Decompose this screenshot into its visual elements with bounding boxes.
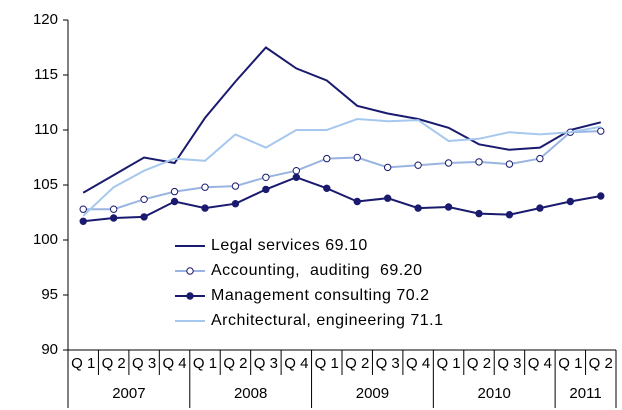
series-marker: [505, 211, 514, 219]
series-line: [82, 46, 602, 194]
x-tick-label: Q 2: [467, 355, 491, 372]
series-marker: [536, 204, 544, 212]
series-marker: [475, 209, 483, 218]
legend-marker: [186, 267, 194, 275]
x-tick-label: Q 1: [558, 355, 582, 372]
legend-marker: [186, 292, 194, 300]
x-tick-label: Q 2: [102, 355, 126, 372]
y-tick-label: 100: [33, 231, 58, 248]
series-marker: [262, 185, 270, 194]
x-tick-label: Q 4: [284, 355, 308, 372]
series-marker: [444, 203, 453, 211]
series-marker: [597, 192, 605, 200]
series-line: [83, 130, 601, 211]
x-tick-label: Q 1: [71, 355, 95, 372]
series-marker: [323, 154, 331, 163]
y-tick-label: 95: [41, 286, 58, 303]
series-marker: [475, 158, 483, 166]
series-marker: [353, 153, 361, 162]
x-tick-label: Q 3: [376, 355, 400, 372]
y-tick-label: 110: [34, 121, 58, 138]
x-tick-label: Q 2: [589, 355, 613, 372]
series-marker: [536, 154, 544, 163]
series-marker: [109, 205, 118, 213]
series-marker: [262, 173, 270, 182]
series-marker: [140, 195, 148, 204]
legend-label: Architectural, engineering 71.1: [211, 312, 444, 329]
series-marker: [140, 213, 148, 221]
x-tick-label: Q 2: [345, 355, 369, 372]
x-tick-label: Q 4: [406, 355, 430, 372]
legend-box: [170, 232, 610, 334]
series-marker: [323, 184, 331, 193]
series-marker: [201, 204, 209, 212]
series-marker: [231, 182, 240, 190]
year-label: 2007: [112, 385, 145, 402]
x-tick-label: Q 3: [497, 355, 521, 372]
legend-label: Accounting, auditing 69.20: [211, 262, 422, 279]
series-marker: [79, 217, 87, 226]
year-label: 2011: [569, 385, 601, 402]
series-marker: [566, 197, 575, 206]
series-marker: [597, 127, 605, 135]
legend-label: Management consulting 70.2: [211, 287, 429, 304]
x-tick-label: Q 3: [132, 355, 156, 372]
series-marker: [201, 183, 209, 191]
year-label: 2010: [478, 385, 511, 402]
series-line: [83, 176, 601, 223]
series-marker: [292, 173, 301, 182]
x-tick-label: Q 2: [223, 355, 247, 372]
y-tick-label: 115: [34, 66, 58, 83]
x-tick-label: Q 3: [254, 355, 278, 372]
x-tick-label: Q 1: [193, 355, 217, 372]
y-tick-label: 90: [41, 341, 58, 358]
series-marker: [383, 163, 392, 172]
x-tick-label: Q 1: [436, 355, 460, 372]
series-marker: [353, 197, 361, 206]
year-label: 2009: [356, 385, 389, 402]
series-marker: [414, 161, 422, 169]
series-marker: [505, 160, 514, 168]
series-marker: [231, 200, 240, 208]
series-marker: [79, 205, 87, 213]
y-tick-label: 120: [33, 11, 58, 28]
year-label: 2008: [234, 385, 267, 402]
series-marker: [292, 167, 301, 175]
series-line: [82, 117, 601, 217]
series-marker: [109, 214, 118, 222]
x-tick-label: Q 4: [162, 355, 186, 372]
series-marker: [383, 194, 392, 202]
x-tick-label: Q 1: [315, 355, 339, 372]
series-marker: [170, 187, 179, 196]
y-tick-label: 105: [33, 176, 58, 193]
series-marker: [444, 159, 453, 167]
legend-label: Legal services 69.10: [211, 237, 368, 254]
series-marker: [170, 197, 179, 206]
series-marker: [414, 204, 422, 212]
x-tick-label: Q 4: [528, 355, 552, 372]
